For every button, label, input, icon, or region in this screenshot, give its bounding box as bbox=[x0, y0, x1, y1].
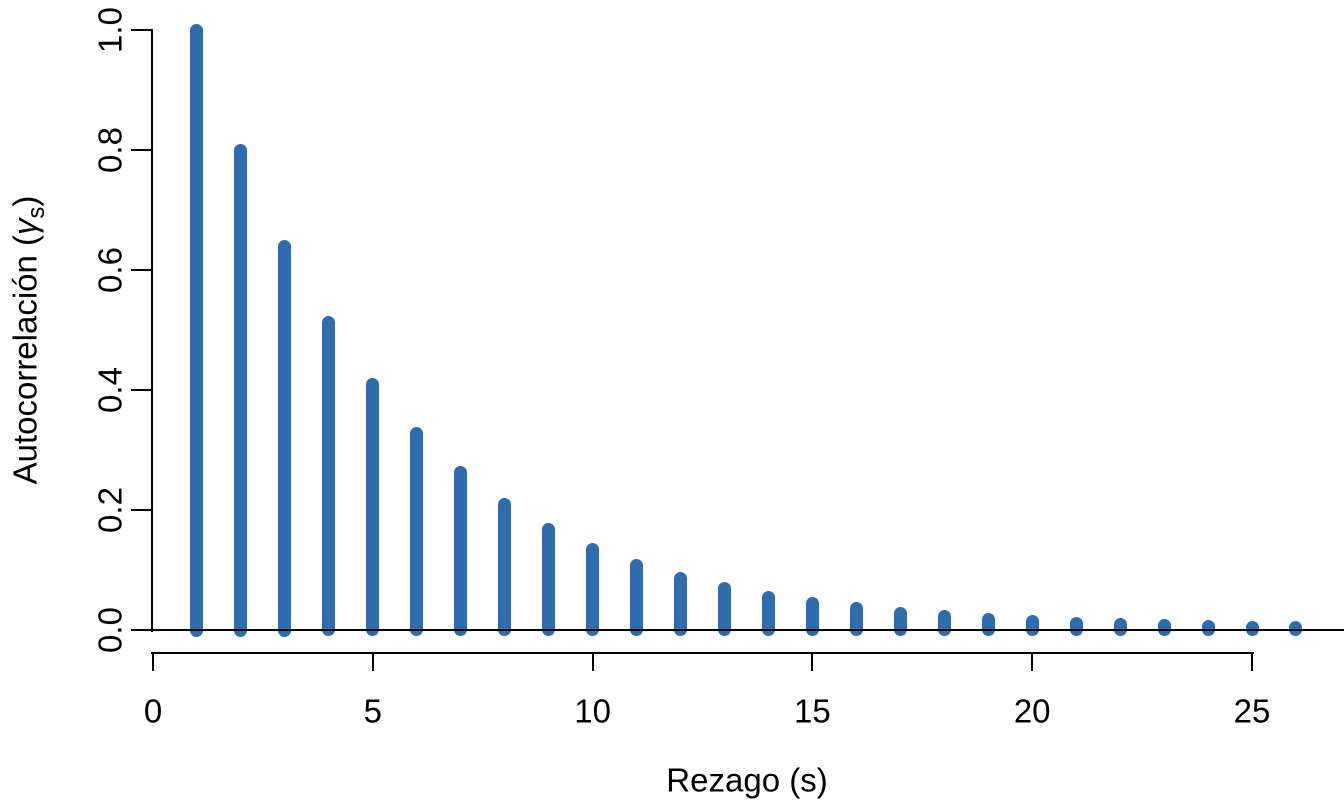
y-axis-title-prefix: Autocorrelación ( bbox=[6, 234, 44, 485]
acf-bar bbox=[805, 597, 819, 637]
y-tick bbox=[131, 509, 151, 511]
acf-bar bbox=[586, 542, 600, 637]
acf-bar bbox=[1113, 617, 1127, 637]
y-tick-label: 0.8 bbox=[91, 127, 129, 173]
y-tick bbox=[131, 389, 151, 391]
x-tick bbox=[1251, 652, 1253, 671]
y-tick-label: 0.0 bbox=[91, 607, 129, 653]
y-axis-line bbox=[151, 29, 153, 632]
acf-bar bbox=[981, 612, 995, 637]
acf-bar bbox=[190, 23, 204, 637]
y-tick bbox=[131, 29, 151, 31]
y-tick-label: 0.4 bbox=[91, 367, 129, 413]
acf-bar bbox=[542, 522, 556, 637]
acf-bar bbox=[1069, 616, 1083, 637]
zero-line bbox=[131, 629, 1344, 631]
x-tick-label: 0 bbox=[143, 692, 163, 730]
y-tick-label: 0.2 bbox=[91, 487, 129, 533]
acf-bar bbox=[322, 316, 336, 637]
acf-bar bbox=[498, 497, 512, 637]
y-axis-title-suffix: ) bbox=[6, 195, 44, 207]
acf-bar bbox=[893, 606, 907, 637]
y-tick-label: 1.0 bbox=[91, 7, 129, 53]
acf-bar bbox=[717, 582, 731, 637]
acf-bar bbox=[1157, 619, 1171, 637]
gamma-subscript: s bbox=[23, 206, 51, 219]
x-tick bbox=[811, 652, 814, 671]
acf-bar bbox=[761, 590, 775, 637]
x-tick bbox=[371, 652, 374, 671]
x-axis-title: Rezago (s) bbox=[666, 761, 828, 799]
acf-bar bbox=[849, 602, 863, 637]
x-tick bbox=[1031, 652, 1034, 671]
acf-bar bbox=[1025, 614, 1039, 637]
acf-bar bbox=[410, 426, 424, 637]
gamma-symbol: γ bbox=[6, 218, 44, 235]
y-tick-label: 0.6 bbox=[91, 247, 129, 293]
x-tick bbox=[152, 652, 154, 671]
x-axis-line bbox=[151, 652, 1254, 654]
acf-bar bbox=[937, 609, 951, 637]
y-tick bbox=[131, 149, 151, 151]
x-tick bbox=[591, 652, 594, 671]
y-tick bbox=[131, 269, 151, 271]
acf-bar bbox=[1289, 621, 1303, 637]
x-tick-label: 10 bbox=[574, 692, 611, 730]
acf-bar bbox=[1245, 620, 1259, 637]
acf-bar bbox=[1201, 619, 1215, 637]
x-tick-label: 20 bbox=[1013, 692, 1051, 730]
acf-bar bbox=[674, 571, 688, 637]
acf-bar bbox=[234, 143, 248, 637]
y-axis-title: Autocorrelación (γs) bbox=[6, 195, 51, 485]
x-tick-label: 15 bbox=[794, 692, 831, 730]
x-tick-label: 25 bbox=[1233, 692, 1271, 730]
acf-bar bbox=[630, 559, 644, 637]
x-tick-label: 5 bbox=[363, 692, 382, 730]
acf-bar bbox=[454, 466, 468, 637]
acf-bar bbox=[366, 377, 380, 637]
acf-bar bbox=[278, 239, 292, 637]
